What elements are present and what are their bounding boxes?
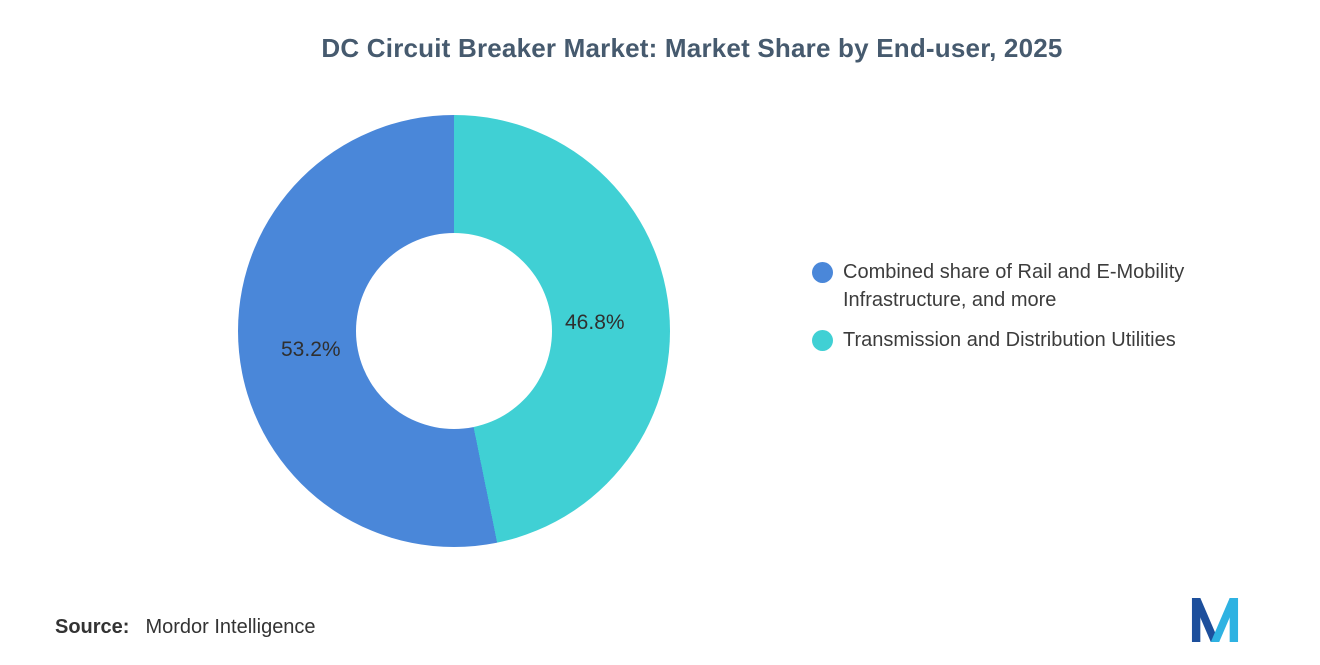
legend-label: Combined share of Rail and E-Mobility In…: [843, 261, 1185, 311]
chart-title: DC Circuit Breaker Market: Market Share …: [321, 33, 1063, 63]
legend-item-rail-emobility: Combined share of Rail and E-Mobility In…: [812, 258, 1252, 314]
slice-value-label-transmission-distribution: 46.8%: [565, 311, 625, 334]
legend-swatch-icon: [812, 262, 833, 283]
legend-item-transmission-distribution: Transmission and Distribution Utilities: [812, 326, 1252, 354]
donut-chart: [238, 115, 670, 547]
source-label: Source:: [55, 616, 130, 638]
legend-label: Transmission and Distribution Utilities: [843, 329, 1176, 351]
source-text: Mordor Intelligence: [145, 616, 316, 638]
slice-value-label-rail-emobility: 53.2%: [281, 338, 341, 361]
legend-swatch-icon: [812, 330, 833, 351]
logo-m-icon: [1191, 598, 1239, 642]
donut-hole: [356, 233, 552, 429]
mordor-intelligence-logo: [1186, 598, 1244, 642]
legend: Combined share of Rail and E-Mobility In…: [812, 258, 1252, 366]
source-line: Source: Mordor Intelligence: [55, 616, 316, 639]
